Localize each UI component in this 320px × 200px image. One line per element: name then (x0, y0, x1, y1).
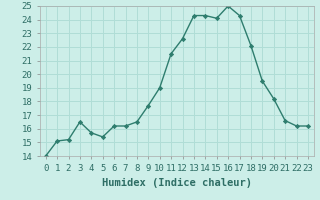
X-axis label: Humidex (Indice chaleur): Humidex (Indice chaleur) (102, 178, 252, 188)
